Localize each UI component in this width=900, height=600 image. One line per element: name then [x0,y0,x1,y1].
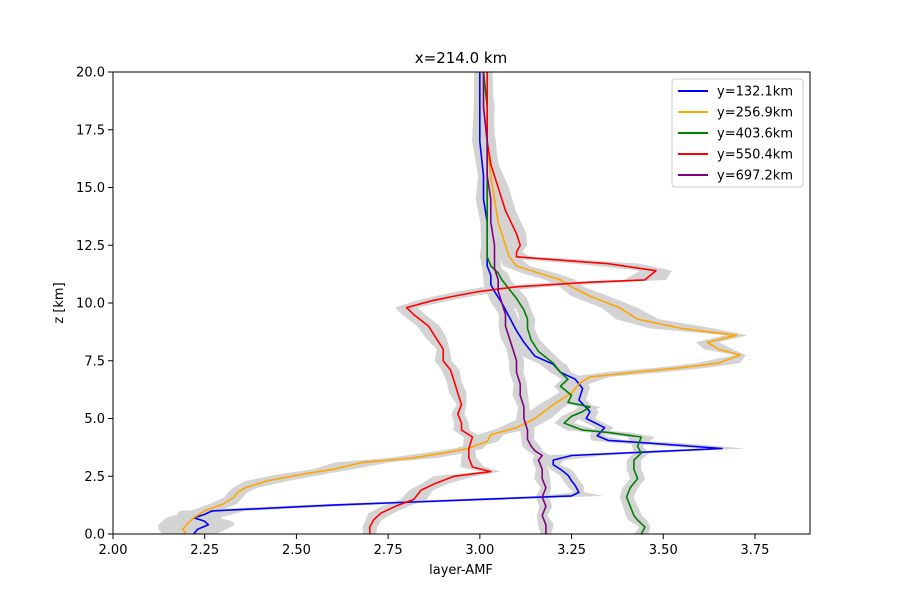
x-tick-label: 2.50 [282,543,311,558]
x-tick-label: 3.50 [649,543,678,558]
x-axis: 2.00 2.25 2.50 2.75 3.00 3.25 3.50 3.75 [99,534,769,558]
legend-box [671,78,804,188]
y-tick-label: 20.0 [76,66,105,81]
legend-entry: y=256.9km [717,106,793,121]
chart-title: x=214.0 km [415,49,507,67]
y-tick-label: 2.5 [84,470,105,485]
series-line [368,72,657,534]
x-tick-label: 2.25 [190,543,219,558]
uncertainty-band [477,72,656,534]
x-tick-label: 2.75 [374,543,403,558]
y-tick-label: 15.0 [76,181,105,196]
x-axis-label: layer-AMF [429,563,493,578]
y-tick-label: 12.5 [76,239,105,254]
series-line [482,72,547,534]
series-lines [181,72,742,534]
legend-entry: y=550.4km [717,148,793,163]
y-tick-label: 17.5 [76,123,105,138]
legend: y=132.1km y=256.9km y=403.6km y=550.4km y=69… [671,78,804,188]
y-axis: 0.0 2.5 5.0 7.5 10.0 12.5 15.0 17.5 20.0 [76,66,113,543]
y-tick-label: 5.0 [84,412,105,427]
legend-entry: y=697.2km [717,169,793,184]
x-tick-label: 2.00 [99,543,128,558]
y-tick-label: 7.5 [84,354,105,369]
y-tick-label: 0.0 [84,528,105,543]
y-axis-label: z [km] [52,282,67,323]
x-tick-label: 3.25 [557,543,586,558]
y-tick-label: 10.0 [76,297,105,312]
series-line [192,72,723,534]
series-line [181,72,742,534]
legend-entry: y=403.6km [717,127,793,142]
x-tick-label: 3.75 [740,543,769,558]
series-line [482,72,646,534]
legend-entry: y=132.1km [717,85,793,100]
uncertainty-band [475,72,554,534]
x-tick-label: 3.00 [465,543,494,558]
